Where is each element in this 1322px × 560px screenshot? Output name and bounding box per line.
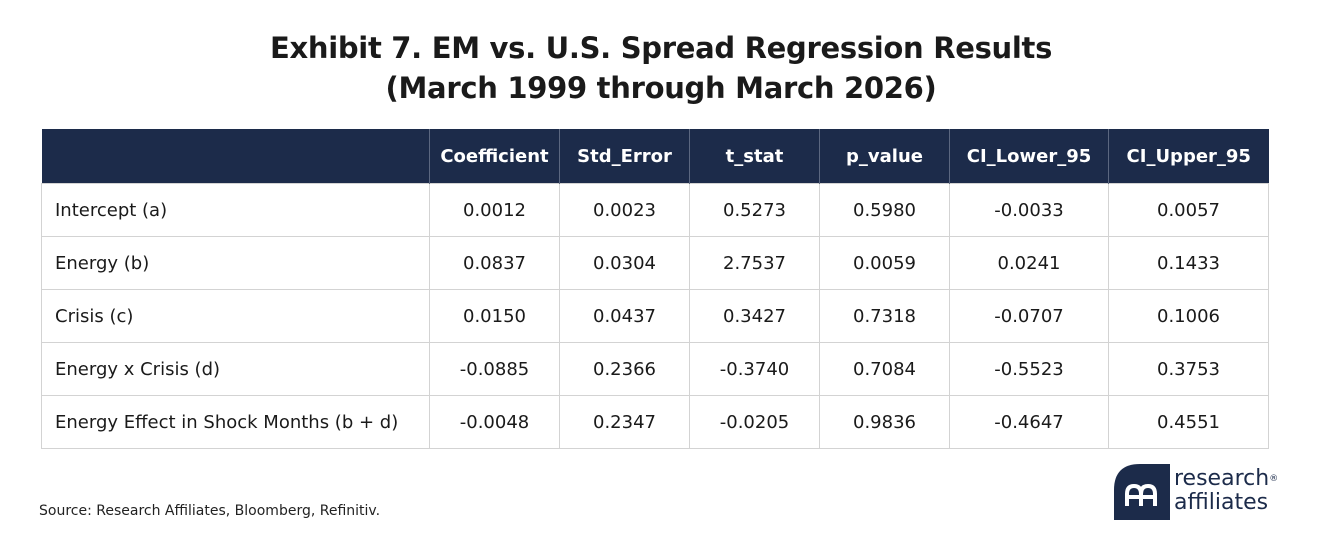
table-cell: 0.0304 — [559, 236, 690, 290]
table-cell: 0.7318 — [819, 289, 950, 343]
table-cell: -0.0205 — [689, 395, 820, 449]
header-cell-blank — [41, 129, 430, 184]
table-cell: -0.0707 — [949, 289, 1109, 343]
research-affiliates-logo-icon — [1114, 464, 1170, 520]
table-cell: 0.1433 — [1108, 236, 1269, 290]
table-row: Intercept (a) 0.0012 0.0023 0.5273 0.5980 -0.… — [41, 183, 1269, 237]
research-affiliates-logo: research® affiliates — [1114, 462, 1278, 522]
table-cell: 0.0012 — [429, 183, 560, 237]
row-label: Crisis (c) — [41, 289, 430, 343]
table-cell: 0.7084 — [819, 342, 950, 396]
header-cell-p-value: p_value — [819, 129, 950, 184]
regression-table: Coefficient Std_Error t_stat p_value CI_Lowe… — [41, 129, 1269, 449]
table-cell: 0.3753 — [1108, 342, 1269, 396]
table-cell: -0.0885 — [429, 342, 560, 396]
header-cell-coefficient: Coefficient — [429, 129, 560, 184]
row-label: Intercept (a) — [41, 183, 430, 237]
table-cell: -0.5523 — [949, 342, 1109, 396]
table-cell: 0.0023 — [559, 183, 690, 237]
table-row: Crisis (c) 0.0150 0.0437 0.3427 0.7318 -0.070… — [41, 289, 1269, 343]
table-row: Energy Effect in Shock Months (b + d) -0.… — [41, 395, 1269, 449]
table-cell: 0.4551 — [1108, 395, 1269, 449]
table-header-row: Coefficient Std_Error t_stat p_value CI_Lowe… — [41, 129, 1269, 184]
table-cell: 0.0059 — [819, 236, 950, 290]
table-cell: 0.2366 — [559, 342, 690, 396]
logo-line-2: affiliates — [1174, 490, 1269, 515]
table-cell: 0.0437 — [559, 289, 690, 343]
table-cell: 0.9836 — [819, 395, 950, 449]
row-label: Energy (b) — [41, 236, 430, 290]
table-body: Intercept (a) 0.0012 0.0023 0.5273 0.5980 -0.… — [41, 183, 1269, 449]
table-cell: -0.3740 — [689, 342, 820, 396]
header-cell-t-stat: t_stat — [689, 129, 820, 184]
header-cell-ci-upper-95: CI_Upper_95 — [1108, 129, 1269, 184]
table-cell: 0.0057 — [1108, 183, 1269, 237]
table-cell: -0.4647 — [949, 395, 1109, 449]
logo-line-1: research — [1174, 466, 1270, 491]
table-cell: -0.0048 — [429, 395, 560, 449]
table-cell: 0.5273 — [689, 183, 820, 237]
table-cell: 0.0150 — [429, 289, 560, 343]
header-cell-ci-lower-95: CI_Lower_95 — [949, 129, 1109, 184]
table-cell: 0.1006 — [1108, 289, 1269, 343]
table-row: Energy x Crisis (d) -0.0885 0.2366 -0.3740 0… — [41, 342, 1269, 396]
table-row: Energy (b) 0.0837 0.0304 2.7537 0.0059 0.0241… — [41, 236, 1269, 290]
table-cell: 0.5980 — [819, 183, 950, 237]
table-cell: 0.2347 — [559, 395, 690, 449]
logo-wordmark: research® affiliates — [1174, 467, 1278, 515]
row-label: Energy x Crisis (d) — [41, 342, 430, 396]
header-cell-std-error: Std_Error — [559, 129, 690, 184]
title-line-1: Exhibit 7. EM vs. U.S. Spread Regression… — [269, 31, 1053, 65]
logo-registered-mark: ® — [1269, 474, 1279, 484]
chart-title: Exhibit 7. EM vs. U.S. Spread Regression… — [0, 28, 1322, 108]
table-cell: 0.0241 — [949, 236, 1109, 290]
table-cell: -0.0033 — [949, 183, 1109, 237]
title-line-2: (March 1999 through March 2026) — [385, 71, 937, 105]
table-cell: 0.0837 — [429, 236, 560, 290]
table-cell: 2.7537 — [689, 236, 820, 290]
row-label: Energy Effect in Shock Months (b + d) — [41, 395, 430, 449]
table-cell: 0.3427 — [689, 289, 820, 343]
source-note: Source: Research Affiliates, Bloomberg, … — [39, 503, 381, 519]
